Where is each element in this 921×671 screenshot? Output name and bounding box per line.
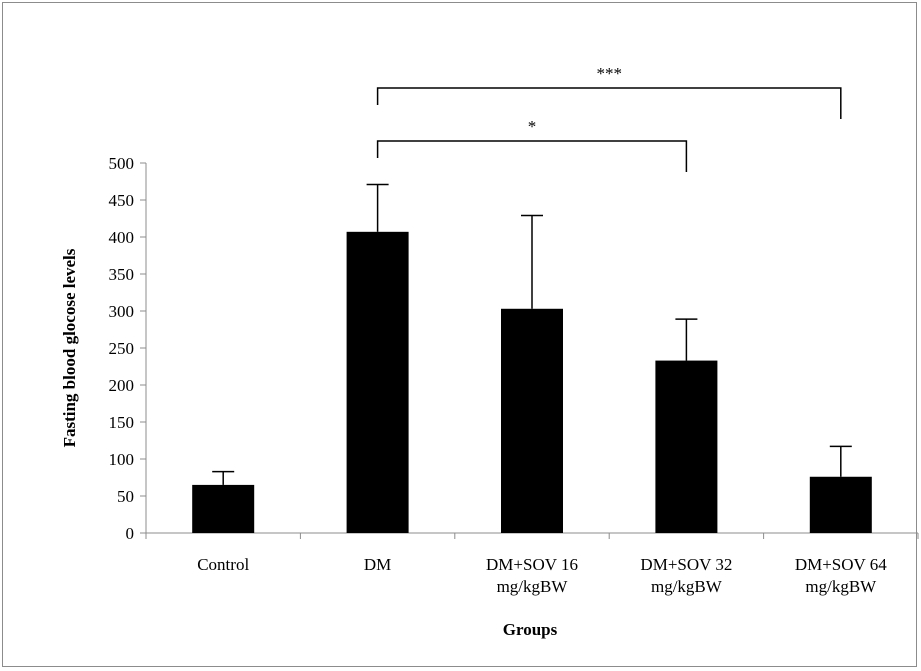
x-category-label: DM+SOV 64 mg/kgBW	[795, 555, 887, 596]
bar	[655, 360, 718, 533]
x-axis: Control DM DM+SOV 16 mg/kgBW DM+SOV 32 mg/kgB…	[145, 532, 919, 596]
bar	[501, 308, 563, 533]
bar	[192, 484, 255, 533]
x-axis-title: Groups	[503, 620, 558, 639]
significance-label: *	[528, 117, 537, 136]
significance-label: ***	[596, 64, 622, 83]
x-category-label-line: mg/kgBW	[651, 577, 723, 596]
y-tick-label: 50	[117, 487, 134, 506]
y-tick-label: 400	[109, 228, 135, 247]
significance-bracket	[376, 87, 842, 119]
significance-brackets: ****	[376, 64, 842, 172]
x-category-label: DM+SOV 32 mg/kgBW	[640, 555, 732, 596]
y-tick-label: 250	[109, 339, 135, 358]
bars	[192, 231, 872, 533]
y-tick-label: 500	[109, 154, 135, 173]
y-tick-label: 0	[126, 524, 135, 543]
y-tick-label: 450	[109, 191, 135, 210]
x-category-label-line: mg/kgBW	[497, 577, 569, 596]
y-tick-label: 100	[109, 450, 135, 469]
x-category-label-line: DM+SOV 64	[795, 555, 887, 574]
x-category-label-line: DM+SOV 32	[640, 555, 732, 574]
x-category-label-line: mg/kgBW	[805, 577, 877, 596]
y-tick-label: 150	[109, 413, 135, 432]
error-bars	[212, 183, 852, 485]
y-tick-label: 300	[109, 302, 135, 321]
y-axis: 0 50 100 150 200 250 300 350 400 450 500	[109, 154, 147, 543]
x-category-label-line: DM	[364, 555, 391, 574]
y-tick-label: 350	[109, 265, 135, 284]
bar	[346, 231, 409, 533]
y-tick-label: 200	[109, 376, 135, 395]
x-category-label-line: DM+SOV 16	[486, 555, 578, 574]
bar	[809, 476, 872, 533]
x-category-label: DM	[364, 555, 391, 574]
x-category-label: DM+SOV 16 mg/kgBW	[486, 555, 578, 596]
x-category-label-line: Control	[197, 555, 249, 574]
x-category-label: Control	[197, 555, 249, 574]
significance-bracket	[376, 140, 688, 172]
y-axis-title: Fasting blood glocose levels	[60, 248, 79, 447]
